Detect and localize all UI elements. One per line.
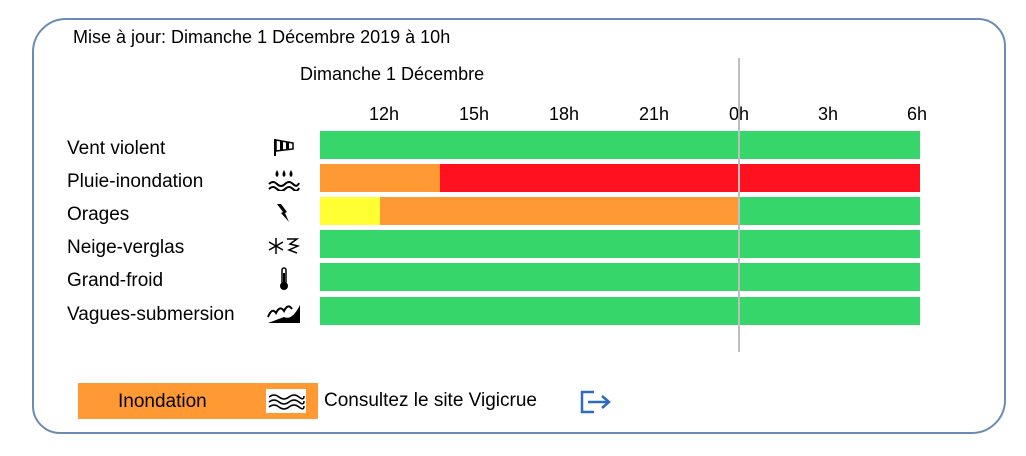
- row-label-orages: Orages: [67, 204, 130, 225]
- flood-waves-icon: [266, 389, 306, 413]
- flood-legend: Inondation: [78, 383, 318, 419]
- snow-ice-icon: [264, 233, 304, 259]
- hour-tick: 12h: [368, 104, 400, 124]
- row-label-pluie-inondation: Pluie-inondation: [67, 171, 204, 192]
- update-timestamp: Mise à jour: Dimanche 1 Décembre 2019 à …: [73, 27, 451, 47]
- row-label-grand-froid: Grand-froid: [67, 270, 164, 291]
- row-label-vagues-submersion: Vagues-submersion: [67, 304, 235, 325]
- hour-tick: 15h: [458, 104, 490, 124]
- row-bar-vagues-submersion: [320, 297, 920, 325]
- vigilance-panel: [32, 18, 1006, 434]
- windsock-icon: [264, 134, 304, 160]
- vigilance-segment-green: [320, 230, 920, 258]
- waves-submersion-icon: [264, 300, 304, 326]
- lightning-icon: [264, 200, 304, 226]
- vigilance-segment-green: [320, 131, 920, 159]
- row-label-vent-violent: Vent violent: [67, 138, 166, 159]
- legend-label: Inondation: [118, 391, 207, 412]
- vigilance-segment-green: [320, 263, 920, 291]
- row-label-neige-verglas: Neige-verglas: [67, 237, 185, 258]
- hour-tick: 3h: [817, 104, 839, 124]
- rain-flood-icon: [264, 167, 304, 193]
- row-bar-orages: [320, 197, 920, 225]
- row-bar-pluie-inondation: [320, 164, 920, 192]
- external-link-icon[interactable]: [576, 386, 616, 416]
- midnight-marker-line: [738, 58, 740, 352]
- vigicrue-link[interactable]: Consultez le site Vigicrue: [324, 390, 537, 411]
- vigilance-segment-green: [320, 297, 920, 325]
- vigilance-segment-yellow: [320, 197, 380, 225]
- vigilance-segment-red: [440, 164, 920, 192]
- vigilance-segment-orange: [320, 164, 440, 192]
- row-bar-vent-violent: [320, 131, 920, 159]
- thermometer-icon: [264, 266, 304, 292]
- vigilance-segment-orange: [380, 197, 740, 225]
- row-bar-neige-verglas: [320, 230, 920, 258]
- hour-tick: 6h: [906, 104, 928, 124]
- day-label: Dimanche 1 Décembre: [300, 64, 485, 84]
- hour-tick: 18h: [548, 104, 580, 124]
- row-bar-grand-froid: [320, 263, 920, 291]
- vigilance-segment-green: [740, 197, 920, 225]
- hour-tick: 21h: [638, 104, 670, 124]
